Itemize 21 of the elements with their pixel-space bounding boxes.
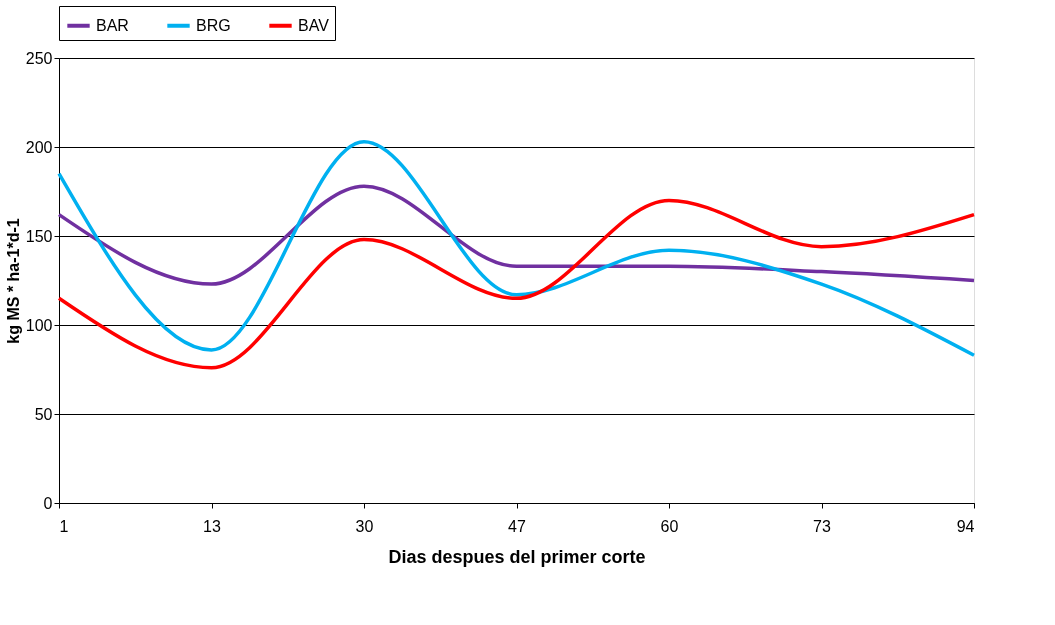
y-tick-label: 250 [25, 49, 53, 67]
y-tick-label: 50 [34, 405, 53, 423]
y-tick-label: 150 [25, 227, 53, 245]
legend-label: BRG [196, 16, 231, 34]
y-tick-label: 200 [25, 138, 53, 156]
y-tick-label: 100 [25, 316, 53, 334]
y-axis-title: kg MS * ha-1*d-1 [4, 218, 22, 344]
line-series [57, 139, 976, 358]
line-series [57, 198, 976, 370]
x-axis-title: Dias despues del primer corte [388, 546, 646, 567]
x-tick-label: 47 [508, 517, 526, 535]
legend-label: BAR [96, 16, 129, 34]
x-tick-label: 60 [660, 517, 679, 535]
y-tick-label: 0 [43, 494, 53, 512]
x-tick-label: 94 [956, 517, 975, 535]
line-series [57, 184, 976, 286]
legend-label: BAV [298, 16, 330, 34]
x-tick-label: 73 [813, 517, 831, 535]
x-tick-label: 1 [59, 517, 69, 535]
x-tick-label: 30 [355, 517, 374, 535]
x-tick-label: 13 [203, 517, 221, 535]
